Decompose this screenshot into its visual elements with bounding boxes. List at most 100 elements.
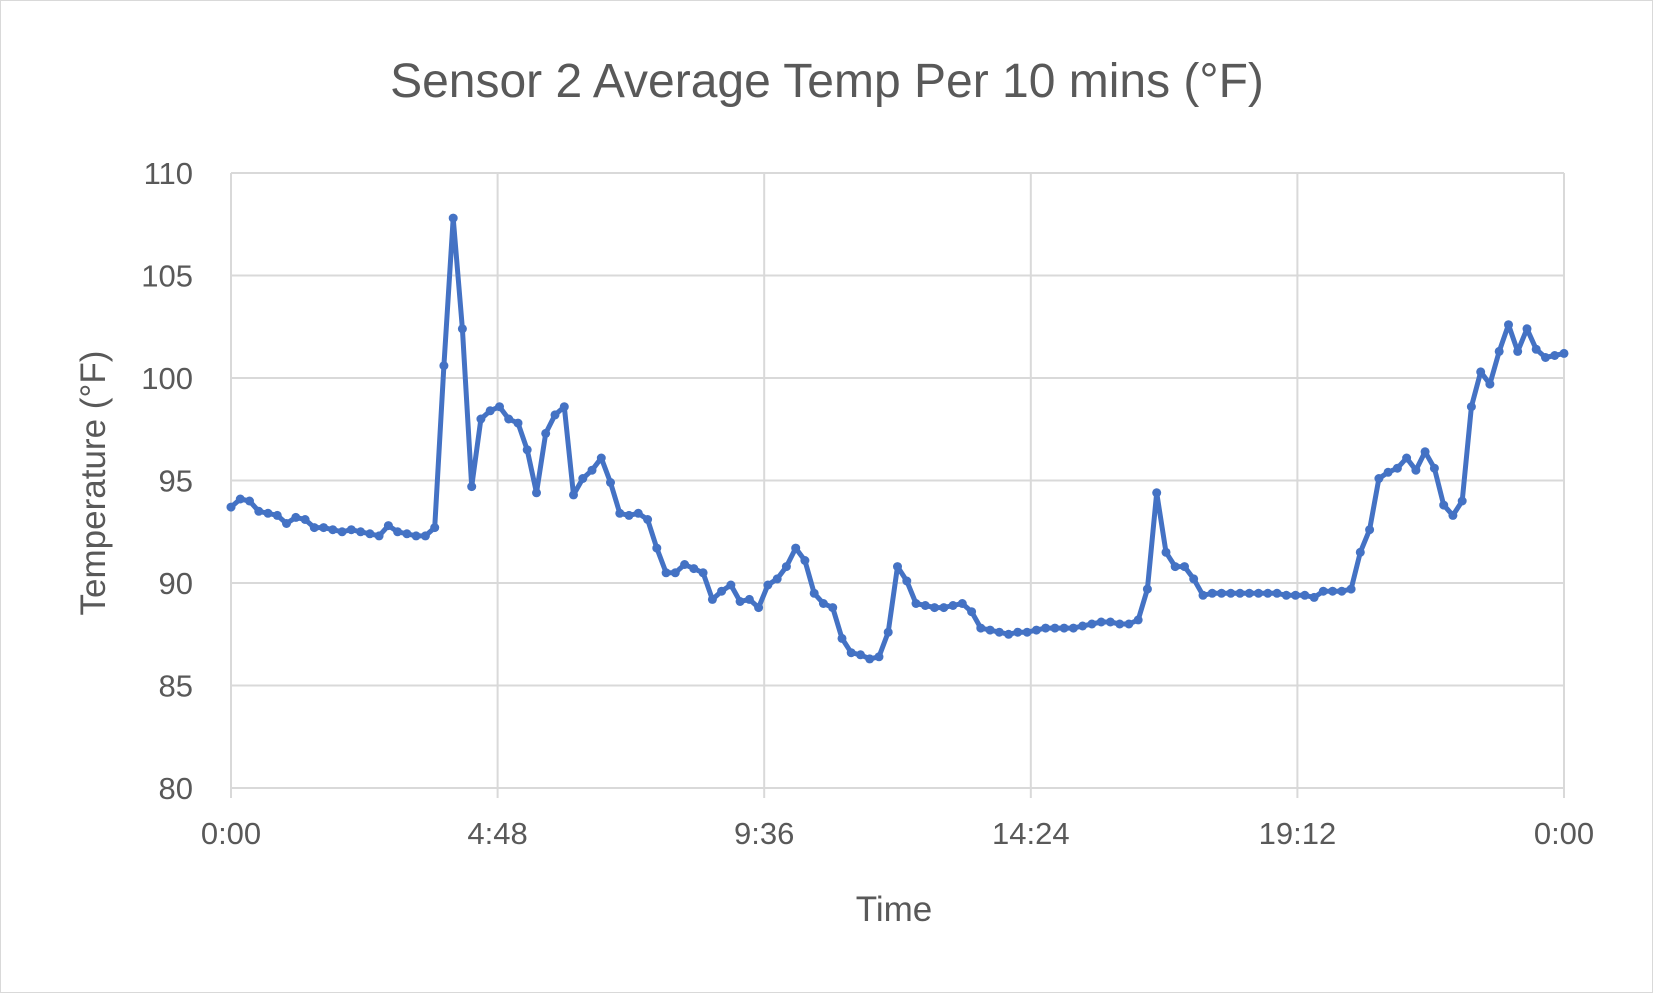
data-point: [1522, 324, 1532, 334]
data-point: [1457, 496, 1467, 506]
data-point: [504, 414, 514, 424]
data-point: [263, 508, 273, 518]
x-tick-label: 0:00: [201, 816, 261, 851]
data-point: [411, 531, 421, 541]
data-point: [1263, 588, 1273, 598]
data-point: [1550, 351, 1560, 360]
data-point: [1013, 627, 1023, 637]
data-point: [1189, 574, 1199, 584]
data-point: [1022, 627, 1032, 637]
data-point: [633, 508, 643, 518]
data-point: [1244, 588, 1254, 598]
data-point: [744, 594, 754, 604]
data-point: [1392, 463, 1402, 473]
data-point: [1068, 623, 1078, 633]
gridlines: [230, 172, 1565, 798]
data-point: [374, 531, 384, 541]
data-point: [772, 574, 782, 584]
data-point: [596, 453, 606, 463]
data-point: [1402, 453, 1412, 463]
data-point: [939, 603, 949, 613]
data-point: [1383, 467, 1393, 477]
data-point: [1513, 346, 1523, 356]
data-point: [393, 527, 403, 537]
data-point: [643, 515, 653, 524]
data-point: [448, 213, 458, 223]
data-point: [689, 564, 699, 574]
data-point: [476, 414, 486, 424]
x-tick-label: 4:48: [467, 816, 527, 851]
data-point: [1411, 465, 1421, 475]
data-point: [282, 519, 291, 528]
data-point: [670, 568, 680, 578]
data-point: [920, 601, 930, 610]
data-point: [1217, 588, 1226, 598]
data-point: [300, 515, 310, 524]
data-point: [985, 625, 995, 635]
data-point: [1004, 629, 1014, 639]
data-point: [652, 543, 662, 553]
data-point: [1254, 588, 1263, 598]
data-point: [235, 494, 245, 504]
data-point: [1365, 525, 1375, 535]
data-point: [319, 523, 329, 533]
data-point: [1050, 623, 1060, 633]
data-point: [1420, 447, 1430, 457]
data-point: [291, 512, 301, 522]
data-point: [1096, 617, 1106, 627]
data-point: [1309, 592, 1319, 602]
data-point: [948, 601, 958, 610]
y-axis-title: Temperature (°F): [74, 351, 113, 616]
data-point: [1559, 348, 1569, 358]
data-point: [309, 523, 319, 533]
data-point: [698, 568, 708, 578]
series-line: [228, 215, 1567, 662]
data-point: [1198, 590, 1208, 600]
data-point: [754, 603, 764, 613]
y-tick-label: 110: [144, 156, 193, 191]
data-point: [1476, 367, 1486, 377]
x-tick-label: 9:36: [734, 816, 794, 851]
data-point: [1494, 346, 1504, 356]
data-point: [430, 523, 440, 533]
data-point: [1439, 500, 1449, 510]
data-point: [550, 410, 560, 420]
data-point: [1318, 586, 1328, 596]
data-point: [1161, 547, 1171, 557]
data-point: [1105, 617, 1115, 627]
data-point: [1448, 510, 1458, 520]
data-point: [1078, 621, 1088, 631]
data-point: [346, 525, 356, 535]
data-point: [1346, 584, 1356, 594]
data-point: [791, 543, 801, 553]
data-point: [800, 556, 810, 565]
data-point: [337, 527, 347, 537]
data-point: [420, 531, 430, 541]
data-point: [402, 529, 412, 539]
data-point: [1429, 463, 1439, 473]
data-point: [1281, 590, 1291, 600]
data-point: [1504, 320, 1513, 330]
data-point: [328, 525, 338, 535]
data-point: [957, 599, 967, 608]
data-point: [735, 597, 745, 606]
data-point: [911, 599, 921, 608]
data-point: [365, 529, 375, 539]
data-point: [513, 418, 523, 428]
data-point: [828, 603, 838, 613]
series-layer: [226, 213, 1569, 664]
data-point: [1059, 623, 1069, 633]
data-point: [1235, 588, 1245, 598]
data-point: [1291, 590, 1300, 600]
data-point: [578, 474, 588, 483]
data-point: [1180, 562, 1189, 572]
data-point: [532, 488, 541, 498]
data-point: [495, 402, 504, 412]
data-point: [1226, 588, 1236, 598]
data-point: [930, 603, 939, 613]
chart-title: Sensor 2 Average Temp Per 10 mins (°F): [390, 55, 1264, 108]
y-tick-label: 105: [141, 259, 193, 294]
data-point: [893, 562, 902, 572]
x-tick-label: 0:00: [1534, 816, 1594, 851]
data-point: [809, 588, 819, 598]
